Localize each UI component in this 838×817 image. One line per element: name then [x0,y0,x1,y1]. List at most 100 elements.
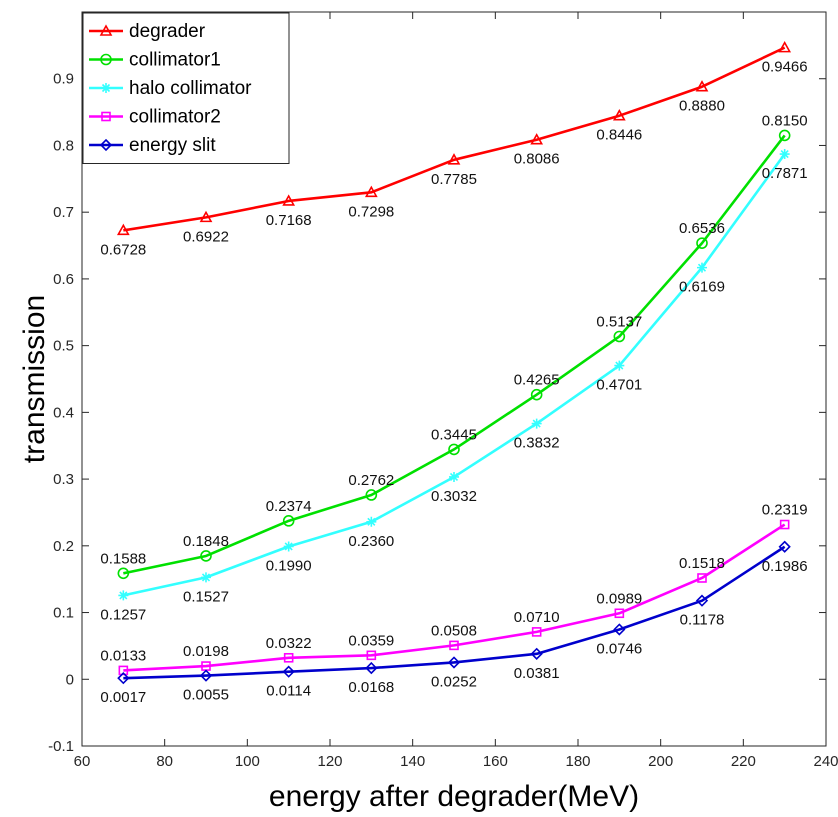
diamond-marker [447,656,461,669]
triangle-marker [364,185,378,198]
circle-marker [778,129,791,142]
legend-item-energy-slit: energy slit [89,135,216,156]
data-label: 0.3832 [514,435,560,452]
asterisk-marker [779,149,790,160]
asterisk-marker [283,541,294,552]
series-degrader: 0.6728 0.6922 0.7168 0.7298 0.7785 0.8086 0.84… [100,40,808,258]
data-label: 0.1986 [762,558,808,575]
data-label: 0.7785 [431,171,477,188]
circle-marker [200,550,212,562]
series-collimator2: 0.0133 0.0198 0.0322 0.0359 0.0508 0.0710 0.09… [100,502,808,676]
data-label: 0.1178 [680,612,725,629]
y-tick-label: -0.1 [48,738,74,755]
legend-item-halo-collimator: halo collimator [89,78,252,99]
data-label: 0.4701 [596,377,642,394]
legend-label: collimator2 [129,107,221,128]
data-label: 0.5137 [596,313,642,330]
triangle-marker [199,210,213,223]
diamond-marker [99,138,113,152]
data-label: 0.8150 [762,112,808,129]
triangle-marker [695,80,709,92]
y-tick-label: 0.5 [53,338,74,355]
data-label: 0.0322 [266,635,312,652]
series-line [123,46,786,232]
diamond-marker [365,661,378,675]
data-label: 0.1518 [679,555,725,572]
circle-marker [100,53,112,66]
triangle-marker [612,109,626,121]
y-tick-label: 0.7 [53,204,74,221]
data-label: 0.6728 [100,241,146,258]
circle-marker [365,489,378,501]
diamond-marker [695,594,709,607]
y-tick-label: 0.8 [53,137,74,154]
circle-marker [117,567,130,580]
triangle-marker [99,24,113,36]
y-tick-label: 0.3 [53,471,74,488]
plot-frame [81,11,827,747]
data-label: 0.8086 [514,151,560,168]
diamond-marker [778,540,791,553]
data-label: 0.0114 [266,683,311,700]
data-label: 0.0710 [514,609,560,626]
y-tick-label: 0.4 [53,404,74,421]
data-label: 0.3445 [431,426,477,443]
legend-label: halo collimator [129,78,252,99]
x-tick-label: 220 [731,753,756,770]
data-label: 0.6169 [679,279,725,296]
square-marker [283,652,294,663]
circle-marker [530,388,543,401]
asterisk-marker [366,516,377,527]
diamond-marker [613,623,626,636]
data-label: 0.2360 [348,533,394,550]
square-marker [614,608,625,619]
diamond-marker [530,647,543,660]
x-tick-label: 160 [483,753,508,770]
data-label: 0.0133 [100,647,146,664]
data-label: 0.4265 [514,372,560,389]
square-marker [449,640,459,651]
data-label: 0.7168 [266,212,312,229]
data-label: 0.6922 [183,228,229,245]
asterisk-marker [697,262,707,273]
asterisk-marker [101,83,111,93]
triangle-marker [447,153,461,165]
y-axis-ticks: -0.1 0 0.1 0.2 0.3 0.4 0.5 0.6 0.7 0.8 0.9 [48,71,826,755]
data-label: 0.3032 [431,488,477,505]
data-label: 0.0017 [100,689,146,706]
square-marker [118,665,129,676]
asterisk-marker [531,418,542,429]
data-label: 0.8880 [679,98,725,115]
square-marker [779,519,790,530]
x-tick-label: 240 [813,753,838,770]
x-tick-label: 80 [156,753,173,770]
y-tick-label: 0.1 [53,605,74,622]
square-marker [101,111,111,122]
data-label: 0.0508 [431,622,477,639]
legend-label: degrader [129,21,206,42]
data-label: 0.1588 [100,550,146,567]
asterisk-marker [614,360,625,371]
chart-marks: 0.6728 0.6922 0.7168 0.7298 0.7785 0.8086 0.84… [100,40,808,706]
data-label: 0.0198 [183,643,229,660]
data-label: 0.2762 [348,472,394,489]
data-label: 0.7298 [348,203,394,220]
data-label: 0.0055 [183,687,229,704]
y-tick-label: 0.6 [53,271,74,288]
triangle-marker [116,223,130,236]
series-halo-collimator: 0.1257 0.1527 0.1990 0.2360 0.3032 0.3832 0.47… [100,149,808,623]
x-axis-title: energy after degrader(MeV) [269,780,639,813]
x-tick-label: 140 [400,753,425,770]
y-tick-label: 0.9 [53,71,74,88]
triangle-marker [778,40,792,53]
legend-label: collimator1 [129,50,221,71]
series-line [123,523,786,672]
series-energy-slit: 0.0017 0.0055 0.0114 0.0168 0.0252 0.0381 0.07… [100,540,808,706]
y-tick-label: 0 [66,671,74,688]
legend-label: energy slit [129,135,216,156]
data-label: 0.0381 [514,665,560,682]
data-label: 0.0359 [348,632,394,649]
data-label: 0.7871 [762,165,808,182]
series-line [123,545,786,680]
